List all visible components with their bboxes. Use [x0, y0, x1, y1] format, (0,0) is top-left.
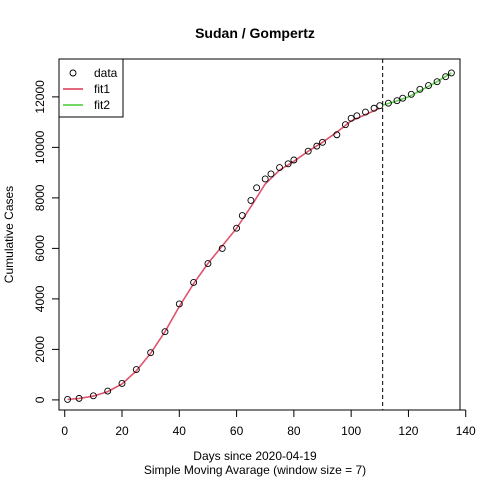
data-point	[433, 78, 441, 86]
x-tick-label: 100	[341, 424, 361, 438]
data-point	[64, 395, 72, 403]
legend-marker-data	[69, 69, 77, 77]
y-axis-label: Cumulative Cases	[2, 186, 16, 283]
y-tick-label: 10000	[33, 130, 47, 164]
y-tick-label: 12000	[33, 80, 47, 114]
data-point	[442, 73, 450, 81]
x-tick-label: 0	[61, 424, 68, 438]
fit-layer	[67, 72, 452, 401]
data-point	[261, 175, 269, 183]
y-tick-label: 8000	[33, 184, 47, 211]
y-axis: 0 2000 4000 6000 8000 10000 12000	[33, 80, 60, 403]
y-tick-label: 6000	[33, 235, 47, 262]
x-axis-label: Days since 2020-04-19	[193, 449, 317, 463]
data-point	[341, 121, 349, 129]
data-point	[304, 147, 312, 155]
x-tick-label: 140	[456, 424, 476, 438]
legend-label-data: data	[94, 66, 118, 80]
data-point	[393, 97, 401, 105]
data-point	[247, 196, 255, 204]
data-point	[384, 99, 392, 107]
data-point	[161, 328, 169, 336]
data-point	[253, 184, 261, 192]
fit1-line	[67, 107, 381, 401]
x-tick-label: 60	[230, 424, 244, 438]
data-point	[319, 138, 326, 146]
data-point	[416, 85, 424, 93]
data-point	[376, 102, 384, 110]
data-point	[407, 90, 415, 98]
data-point	[290, 156, 298, 164]
x-axis-sublabel: Simple Moving Avarage (window size = 7)	[144, 463, 366, 477]
data-point	[267, 170, 275, 178]
data-point	[333, 131, 341, 139]
data-point	[204, 260, 212, 267]
point-layer	[64, 69, 455, 403]
data-point	[175, 300, 183, 308]
chart-title: Sudan / Gompertz	[195, 25, 315, 41]
legend-label-fit2: fit2	[94, 98, 110, 112]
y-tick-label: 4000	[33, 285, 47, 312]
data-point	[399, 94, 407, 102]
y-tick-label: 2000	[33, 336, 47, 363]
data-point	[347, 114, 355, 122]
data-point	[447, 69, 455, 77]
x-tick-label: 80	[287, 424, 301, 438]
data-point	[233, 224, 241, 232]
legend: data fit1 fit2	[58, 58, 124, 118]
legend-label-fit1: fit1	[94, 82, 110, 96]
data-point	[238, 212, 246, 220]
data-point	[147, 349, 155, 357]
data-point	[362, 108, 369, 116]
data-point	[104, 387, 112, 395]
data-point	[190, 279, 198, 286]
data-point	[284, 160, 292, 168]
x-tick-label: 40	[173, 424, 187, 438]
legend-box	[58, 58, 124, 118]
data-point	[353, 112, 361, 120]
data-point	[218, 244, 226, 252]
data-point	[75, 394, 83, 402]
data-point	[132, 366, 140, 374]
data-point	[370, 104, 378, 112]
y-tick-label: 0	[33, 396, 47, 403]
x-axis: 0 20 40 60 80 100 120 140	[61, 409, 476, 438]
x-tick-label: 20	[115, 424, 129, 438]
data-point	[276, 164, 283, 172]
data-point	[118, 380, 126, 387]
x-tick-label: 120	[398, 424, 418, 438]
data-point	[313, 142, 321, 150]
data-point	[425, 82, 432, 89]
data-point	[89, 392, 97, 400]
